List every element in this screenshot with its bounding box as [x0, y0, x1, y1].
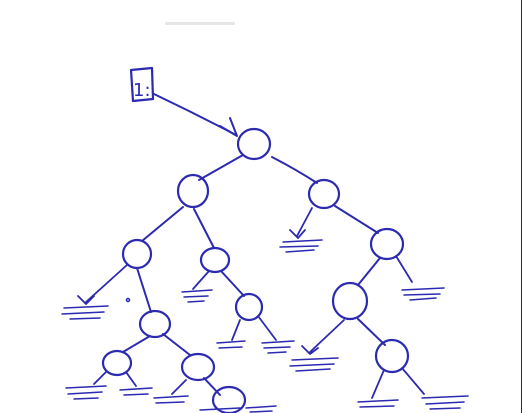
edge-n5-n8 — [220, 270, 245, 297]
tree-node-n4 — [121, 238, 153, 270]
tree-node-n5 — [199, 246, 231, 274]
edge-n11-n13 — [203, 377, 221, 396]
edge-n7-n10 — [122, 335, 151, 353]
edge-n6-n9 — [357, 257, 381, 286]
null-marker — [153, 379, 189, 404]
tree-node-n6 — [369, 227, 405, 261]
scan-smudge — [165, 22, 235, 25]
null-marker — [357, 369, 399, 408]
tree-node-n3 — [307, 178, 341, 210]
tree-node-n13 — [211, 385, 247, 413]
null-marker — [199, 405, 277, 413]
edge-n1-n2 — [198, 154, 244, 181]
null-marker — [257, 315, 295, 354]
tree-node-n9 — [331, 281, 369, 321]
tree-node-n1 — [236, 127, 272, 161]
pointer-label-box: 1: — [129, 66, 155, 103]
tree-node-n10 — [101, 349, 133, 377]
ink-dot — [125, 297, 131, 303]
null-marker — [401, 367, 469, 410]
tree-nodes — [101, 127, 410, 413]
null-marker — [181, 270, 213, 303]
tree-node-n12 — [374, 338, 410, 374]
edge-n1-n3 — [271, 156, 318, 184]
edge-n7-n11 — [162, 333, 191, 356]
tree-edges — [122, 154, 386, 396]
edge-n2-n5 — [193, 208, 215, 249]
tree-node-n7 — [138, 309, 172, 339]
edge-n4-n7 — [136, 267, 152, 313]
edge-n9-n12 — [357, 318, 386, 346]
null-leaf-markers — [61, 207, 469, 413]
null-marker — [216, 319, 246, 349]
null-marker — [289, 319, 345, 372]
tree-node-n11 — [180, 352, 216, 382]
pointer-label: 1: — [133, 80, 151, 101]
null-marker — [65, 371, 153, 400]
edge-n3-n6 — [334, 205, 379, 234]
tree-node-n2 — [176, 173, 210, 209]
pointer-arrow — [153, 93, 238, 137]
edge-n2-n4 — [141, 206, 184, 242]
tree-node-n8 — [234, 292, 264, 322]
null-marker — [279, 207, 323, 253]
null-marker — [395, 255, 445, 301]
null-marker — [61, 264, 128, 320]
